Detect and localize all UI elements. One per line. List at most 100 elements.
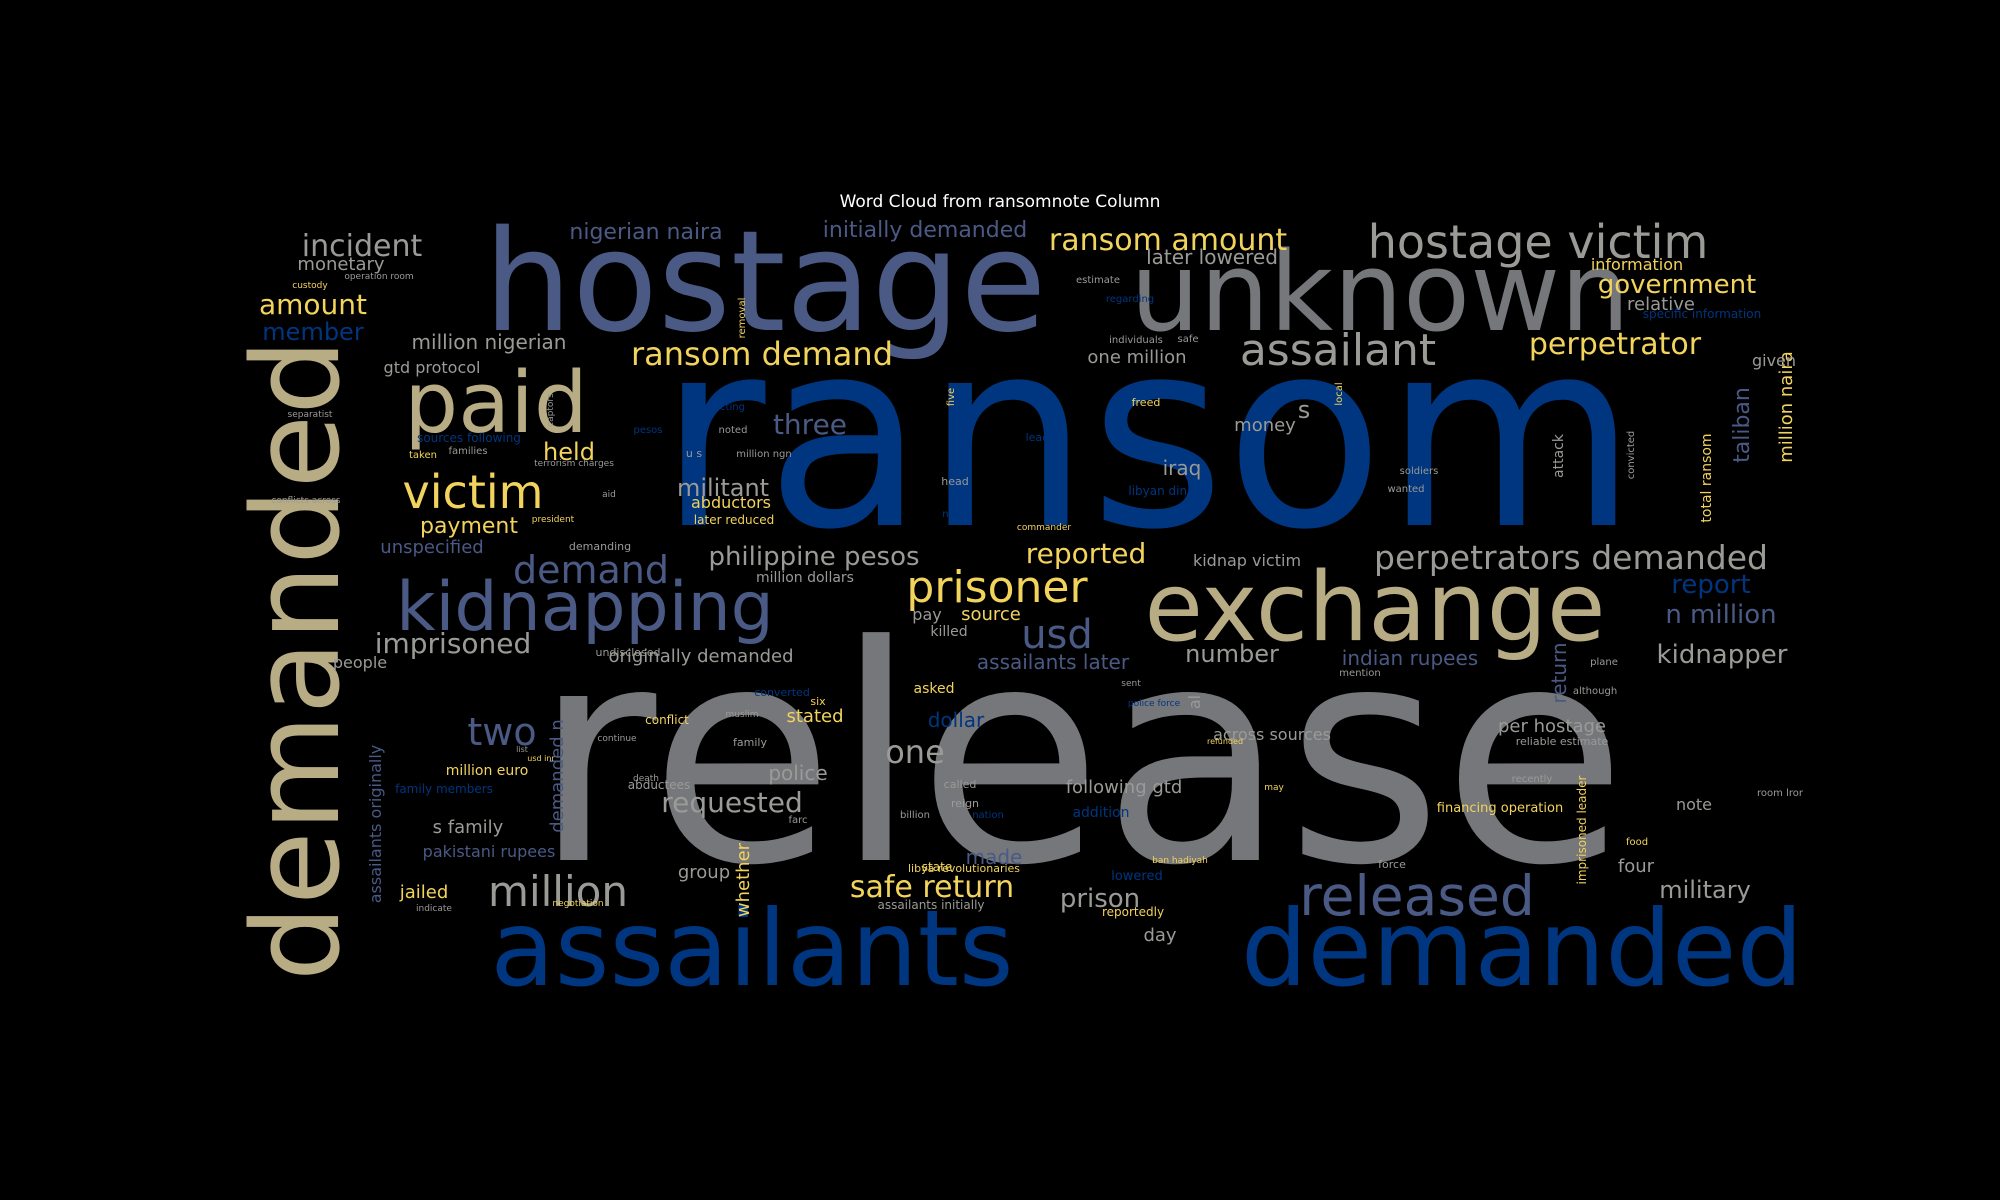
cloud-word: money <box>1234 415 1296 436</box>
cloud-word: originally demanded <box>608 646 793 667</box>
cloud-word: given <box>1752 351 1796 370</box>
cloud-word: conflicts across <box>271 496 341 506</box>
cloud-word: release <box>533 582 1627 931</box>
cloud-word: later lowered <box>1146 245 1278 269</box>
cloud-word: converted <box>754 686 810 699</box>
cloud-word: individuals <box>1109 335 1163 346</box>
cloud-word: billion <box>900 810 930 821</box>
cloud-word: nigerian naira <box>569 220 722 245</box>
cloud-word: million <box>488 867 628 916</box>
cloud-word: safe return <box>850 870 1014 905</box>
cloud-word: ransom amount <box>1049 223 1287 258</box>
cloud-word: paid <box>404 354 588 453</box>
cloud-word: head <box>941 475 968 488</box>
cloud-word: local <box>1334 382 1345 405</box>
cloud-word: asked <box>914 681 955 697</box>
cloud-word: pakistani rupees <box>423 842 556 861</box>
cloud-word: sent <box>1121 679 1141 689</box>
cloud-word: s <box>1298 396 1311 424</box>
cloud-word: sources following <box>417 431 521 445</box>
cloud-word: exchange <box>1145 553 1606 663</box>
cloud-word: room lror <box>1757 788 1804 799</box>
cloud-word: terrorism charges <box>534 459 614 469</box>
cloud-word: later reduced <box>694 513 774 527</box>
cloud-word: commander <box>1017 523 1071 533</box>
cloud-word: aid <box>602 490 616 500</box>
cloud-word: operation room <box>344 272 413 282</box>
cloud-word: muslim <box>726 710 759 720</box>
cloud-word: leader <box>1026 431 1061 444</box>
cloud-word: group <box>678 862 730 883</box>
cloud-word: kidnapper <box>1657 640 1788 670</box>
cloud-word: separatist <box>288 410 333 420</box>
cloud-word: number <box>1185 640 1279 668</box>
cloud-word: nation <box>972 810 1004 821</box>
cloud-word: ransom demand <box>631 335 893 373</box>
cloud-word: demanded <box>228 339 367 982</box>
cloud-word: following gtd <box>1066 777 1183 798</box>
cloud-word: pesos <box>633 425 662 436</box>
cloud-word: reliable estimate <box>1516 735 1609 748</box>
cloud-word: assailants <box>490 888 1013 1010</box>
cloud-word: soldiers <box>1400 466 1439 477</box>
cloud-word: usd inr <box>527 754 555 763</box>
cloud-word: plane <box>1590 657 1618 668</box>
cloud-word: negotiation <box>552 899 603 909</box>
cloud-word: per hostage <box>1498 716 1606 737</box>
cloud-word: may <box>1264 783 1284 793</box>
cloud-word: hostage victim <box>1368 215 1709 269</box>
cloud-word: demanded <box>1241 888 1803 1010</box>
cloud-word: held <box>543 438 595 466</box>
cloud-word: indian rupees <box>1342 646 1478 670</box>
cloud-word: amount <box>259 288 367 321</box>
cloud-word: six <box>810 695 826 708</box>
cloud-word: hostage <box>483 201 1046 364</box>
cloud-word: perpetrator <box>1529 327 1702 362</box>
cloud-word: family <box>733 736 767 749</box>
cloud-word: victim <box>403 465 544 519</box>
cloud-word: member <box>262 318 364 346</box>
cloud-word: ban hadiyah <box>1152 856 1208 866</box>
cloud-word: philippine pesos <box>708 542 919 572</box>
cloud-word: assailant <box>1240 325 1436 376</box>
cloud-word: dollar <box>928 708 985 732</box>
cloud-word: regarding <box>1106 294 1154 305</box>
cloud-word: militant <box>677 474 769 502</box>
cloud-word: imprisoned leader <box>1575 775 1589 884</box>
cloud-word: assailants originally <box>366 745 385 904</box>
cloud-word: mention <box>1339 668 1380 679</box>
cloud-word: military <box>1659 876 1751 904</box>
cloud-word: one million <box>1087 347 1186 368</box>
cloud-word: death <box>633 774 659 784</box>
cloud-word: reign <box>951 797 979 810</box>
cloud-word: undisclosed <box>595 646 660 659</box>
cloud-word: prison <box>1060 884 1140 914</box>
cloud-word: farc <box>788 815 807 826</box>
cloud-word: libyan dinars <box>1128 484 1205 498</box>
cloud-word: demanding <box>569 540 631 553</box>
cloud-word: addition <box>1072 805 1129 821</box>
cloud-word: specific information <box>1643 307 1761 321</box>
cloud-word: refunded <box>1207 737 1243 746</box>
cloud-word: naira <box>942 509 967 520</box>
cloud-word: abductees <box>628 778 691 792</box>
cloud-word: gtd protocol <box>384 358 481 377</box>
cloud-word: across sources <box>1213 725 1331 744</box>
cloud-word: people <box>333 653 387 672</box>
cloud-word: three <box>773 408 847 441</box>
cloud-word: estimate <box>1076 275 1120 286</box>
cloud-word: taliban <box>1730 387 1755 463</box>
cloud-word: kidnap victim <box>1193 551 1301 570</box>
cloud-word: reportedly <box>1102 905 1164 919</box>
cloud-word: imprisoned <box>375 627 532 660</box>
cloud-word: family members <box>395 782 493 796</box>
cloud-word: payment <box>420 514 518 539</box>
chart-title: Word Cloud from ransomnote Column <box>839 192 1161 212</box>
cloud-word: return <box>1547 642 1571 703</box>
cloud-word: demand <box>513 548 669 592</box>
cloud-word: custody <box>292 281 328 291</box>
cloud-word: usd <box>1021 612 1093 658</box>
cloud-word: list <box>516 745 528 754</box>
cloud-word: safe <box>1177 334 1198 345</box>
